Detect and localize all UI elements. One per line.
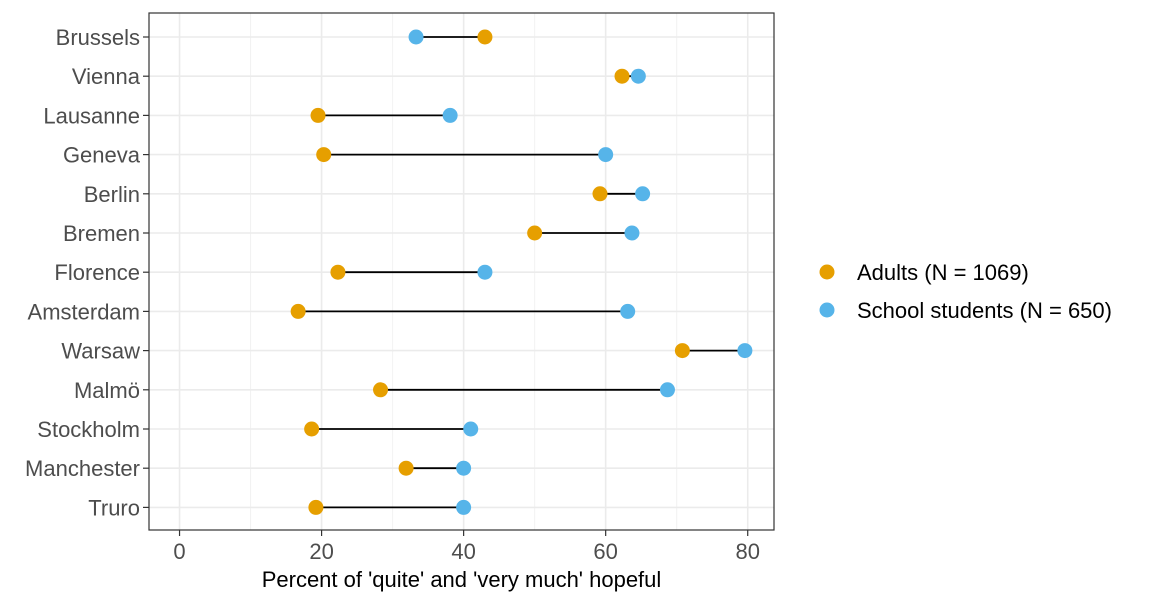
y-tick-label: Warsaw — [61, 339, 140, 364]
x-tick-label: 20 — [309, 539, 333, 564]
adult-point — [310, 107, 326, 123]
legend: Adults (N = 1069) School students (N = 65… — [819, 260, 1112, 323]
y-tick-label: Stockholm — [37, 417, 140, 442]
student-point — [620, 303, 636, 319]
student-point — [630, 68, 646, 84]
x-axis: 0 20 40 60 80 — [173, 530, 760, 564]
x-tick-label: 0 — [173, 539, 185, 564]
y-tick-label: Vienna — [72, 64, 141, 89]
student-point — [456, 499, 472, 515]
y-tick-label: Lausanne — [43, 103, 140, 128]
legend-label-adults: Adults (N = 1069) — [857, 260, 1029, 285]
y-axis: Brussels Vienna Lausanne Geneva Berlin Bremen… — [25, 25, 149, 520]
adult-point — [527, 225, 543, 241]
adult-point — [290, 303, 306, 319]
y-tick-label: Geneva — [63, 143, 141, 168]
adult-point — [592, 186, 608, 202]
x-tick-label: 40 — [451, 539, 475, 564]
y-tick-label: Brussels — [56, 25, 140, 50]
student-point — [659, 382, 675, 398]
student-point — [477, 264, 493, 280]
student-point — [624, 225, 640, 241]
adult-point — [477, 29, 493, 45]
y-tick-label: Malmö — [74, 378, 140, 403]
y-tick-label: Berlin — [84, 182, 140, 207]
student-point — [598, 147, 614, 163]
student-point — [737, 343, 753, 359]
y-tick-label: Manchester — [25, 456, 140, 481]
legend-key-students — [819, 302, 835, 318]
adult-point — [304, 421, 320, 437]
adult-point — [316, 147, 332, 163]
data-points — [290, 29, 753, 515]
adult-point — [398, 460, 414, 476]
x-tick-label: 60 — [593, 539, 617, 564]
adult-point — [308, 499, 324, 515]
student-point — [456, 460, 472, 476]
y-tick-label: Truro — [88, 495, 140, 520]
student-point — [408, 29, 424, 45]
adult-point — [614, 68, 630, 84]
student-point — [635, 186, 651, 202]
x-tick-label: 80 — [735, 539, 759, 564]
x-axis-title: Percent of 'quite' and 'very much' hopef… — [262, 567, 662, 592]
adult-point — [674, 343, 690, 359]
student-point — [463, 421, 479, 437]
y-tick-label: Florence — [54, 260, 140, 285]
student-point — [442, 107, 458, 123]
adult-point — [373, 382, 389, 398]
adult-point — [330, 264, 346, 280]
y-tick-label: Bremen — [63, 221, 140, 246]
legend-key-adults — [819, 264, 835, 280]
panel-border — [148, 12, 775, 531]
legend-label-students: School students (N = 650) — [857, 298, 1112, 323]
y-tick-label: Amsterdam — [28, 299, 140, 324]
